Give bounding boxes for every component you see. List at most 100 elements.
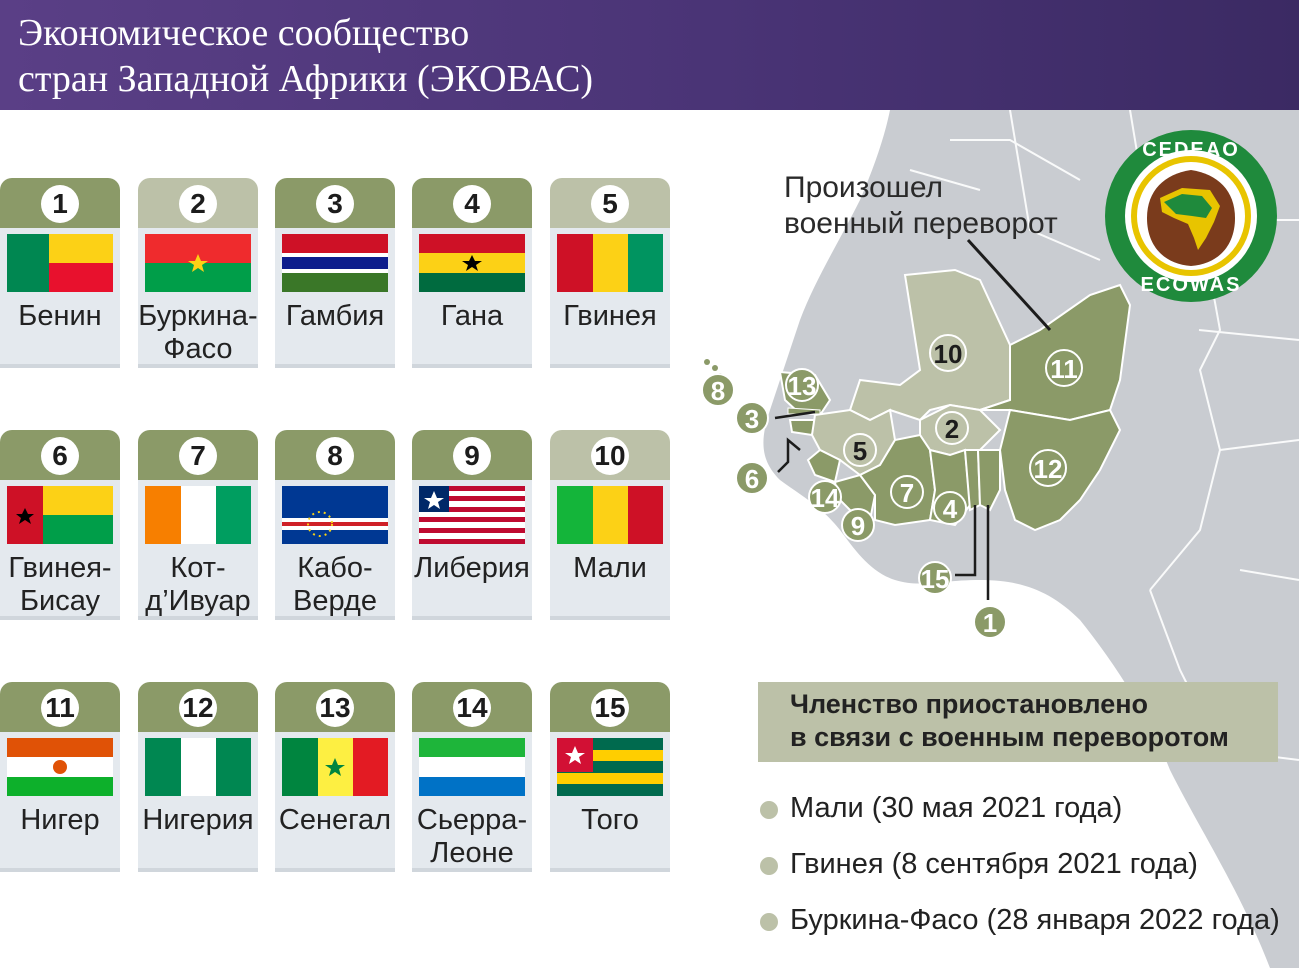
suspended-item-text: Буркина-Фасо (28 января 2022 года) (790, 904, 1280, 936)
flag-senegal (282, 738, 388, 796)
card-body: Гамбия (275, 228, 395, 368)
map-mali (848, 268, 1011, 422)
card-body: Мали (550, 480, 670, 620)
card-header: 7 (138, 430, 258, 480)
card-body: Либерия (412, 480, 532, 620)
country-card-guinea-bissau: 6 Гвинея- Бисау (0, 430, 120, 620)
card-header: 11 (0, 682, 120, 732)
map-marker-15: 15 (918, 561, 952, 595)
title-line-1: Экономическое сообщество (18, 12, 470, 54)
country-name: Бенин (18, 300, 102, 332)
card-body: Буркина- Фасо (138, 228, 258, 368)
country-name: Того (581, 804, 639, 836)
country-card-mali: 10 Мали (550, 430, 670, 620)
country-name: Гана (440, 300, 504, 332)
card-header: 2 (138, 178, 258, 228)
svg-text:10: 10 (934, 339, 963, 369)
country-card-cabo-verde: 8 Кабо- Верде (275, 430, 395, 620)
card-header: 5 (550, 178, 670, 228)
card-body: Нигер (0, 732, 120, 872)
map-marker-13: 13 (785, 368, 819, 402)
country-number: 3 (316, 185, 354, 223)
map-marker-12: 12 (1029, 449, 1067, 487)
map-marker-3: 3 (735, 401, 769, 435)
country-number: 4 (453, 185, 491, 223)
country-number: 9 (453, 437, 491, 475)
map-marker-2: 2 (935, 411, 969, 445)
flag-cote-divoire (145, 486, 251, 544)
country-card-cote-divoire: 7 Кот- д’Ивуар (138, 430, 258, 620)
svg-text:5: 5 (853, 436, 867, 466)
country-number: 1 (41, 185, 79, 223)
svg-text:11: 11 (1050, 354, 1078, 384)
svg-text:12: 12 (1034, 454, 1063, 484)
bullet-dot (760, 801, 778, 819)
ecowas-logo: CEDEAO ECOWAS (1102, 126, 1280, 306)
suspended-item-text: Гвинея (8 сентября 2021 года) (790, 848, 1198, 880)
country-name: Кот- д’Ивуар (145, 552, 251, 617)
card-body: Кабо- Верде (275, 480, 395, 620)
map-marker-5: 5 (843, 433, 877, 467)
map-marker-14: 14 (808, 480, 842, 514)
card-header: 3 (275, 178, 395, 228)
map-marker-9: 9 (841, 508, 875, 542)
flag-mali (557, 486, 663, 544)
card-header: 12 (138, 682, 258, 732)
country-card-senegal: 13 Сенегал (275, 682, 395, 872)
svg-text:1: 1 (983, 608, 997, 638)
card-body: Нигерия (138, 732, 258, 872)
country-card-niger: 11 Нигер (0, 682, 120, 872)
map-marker-10: 10 (929, 334, 967, 372)
card-body: Того (550, 732, 670, 872)
map-marker-1: 1 (973, 605, 1007, 639)
flag-ghana (419, 234, 525, 292)
map-marker-4: 4 (933, 491, 967, 525)
country-card-guinea: 5 Гвинея (550, 178, 670, 368)
title-line-2: стран Западной Африки (ЭКОВАС) (18, 58, 594, 100)
map-marker-8: 8 (701, 373, 735, 407)
country-card-liberia: 9 Либерия (412, 430, 532, 620)
country-number: 8 (316, 437, 354, 475)
page-title: Экономическое сообщество стран Западной … (18, 10, 593, 102)
flag-cabo-verde (282, 486, 388, 544)
country-number: 11 (41, 689, 79, 727)
card-header: 10 (550, 430, 670, 480)
card-body: Сенегал (275, 732, 395, 872)
map-sierra-leone (806, 448, 842, 484)
country-name: Сьерра- Леоне (416, 804, 528, 869)
country-number: 13 (316, 689, 354, 727)
map-benin (976, 449, 1001, 512)
bullet-dot (760, 913, 778, 931)
flag-niger (7, 738, 113, 796)
country-name: Нигер (20, 804, 100, 836)
flag-burkina-faso (145, 234, 251, 292)
header-banner: Экономическое сообщество стран Западной … (0, 0, 1299, 110)
country-number: 6 (41, 437, 79, 475)
card-body: Сьерра- Леоне (412, 732, 532, 872)
card-header: 6 (0, 430, 120, 480)
country-card-gambia: 3 Гамбия (275, 178, 395, 368)
svg-text:14: 14 (811, 483, 840, 513)
card-header: 9 (412, 430, 532, 480)
map-marker-7: 7 (890, 475, 924, 509)
country-number: 10 (591, 437, 629, 475)
country-card-benin: 1 Бенин (0, 178, 120, 368)
country-name: Гвинея- Бисау (8, 552, 112, 617)
country-name: Мали (573, 552, 647, 584)
flag-sierra-leone (419, 738, 525, 796)
flag-gambia (282, 234, 388, 292)
bullet-dot (760, 857, 778, 875)
map-guinea-bissau (788, 419, 817, 437)
country-card-burkina-faso: 2 Буркина- Фасо (138, 178, 258, 368)
card-header: 15 (550, 682, 670, 732)
suspended-item-text: Мали (30 мая 2021 года) (790, 792, 1123, 824)
suspended-membership-box: Членство приостановлено в связи с военны… (758, 682, 1278, 762)
country-name: Нигерия (142, 804, 254, 836)
country-number: 7 (179, 437, 217, 475)
country-card-togo: 15 Того (550, 682, 670, 872)
svg-text:3: 3 (745, 404, 759, 434)
logo-bottom-text: ECOWAS (1141, 274, 1242, 296)
map-marker-11: 11 (1045, 349, 1083, 387)
svg-text:13: 13 (788, 371, 817, 401)
card-body: Гвинея- Бисау (0, 480, 120, 620)
